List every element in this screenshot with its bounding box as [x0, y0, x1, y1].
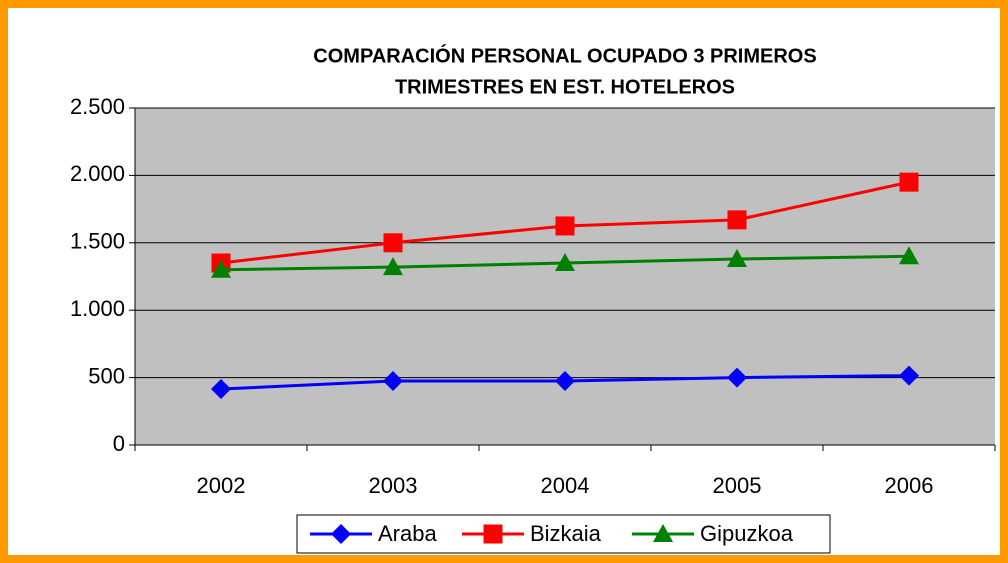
- data-point: [899, 365, 919, 386]
- data-point: [727, 210, 747, 230]
- x-tick-label: 2004: [541, 473, 590, 498]
- y-tick-label: 1.000: [70, 296, 125, 321]
- data-point: [555, 253, 575, 272]
- data-point: [899, 172, 919, 192]
- legend-label: Gipuzkoa: [700, 521, 794, 546]
- legend-marker: [331, 524, 351, 544]
- legend: [296, 514, 831, 554]
- plot-area: [135, 108, 995, 445]
- y-tick-label: 1.500: [70, 229, 125, 254]
- data-point: [727, 367, 747, 388]
- data-point: [383, 233, 403, 253]
- legend-marker: [653, 524, 673, 542]
- chart-title: COMPARACIÓN PERSONAL OCUPADO 3 PRIMEROS: [313, 43, 816, 67]
- chart-title: TRIMESTRES EN EST. HOTELEROS: [395, 76, 735, 98]
- legend-marker: [483, 524, 503, 544]
- x-tick-label: 2003: [369, 473, 418, 498]
- y-tick-label: 2.500: [70, 94, 125, 119]
- x-tick-label: 2005: [713, 473, 762, 498]
- data-point: [211, 379, 231, 400]
- y-tick-label: 500: [88, 363, 125, 388]
- y-tick-label: 2.000: [70, 161, 125, 186]
- y-tick-label: 0: [113, 431, 125, 456]
- data-point: [555, 370, 575, 391]
- data-point: [727, 248, 747, 267]
- data-point: [899, 246, 919, 265]
- legend-label: Bizkaia: [530, 521, 602, 546]
- data-point: [383, 370, 403, 391]
- data-point: [555, 216, 575, 236]
- x-tick-label: 2002: [197, 473, 246, 498]
- legend-label: Araba: [378, 521, 437, 546]
- data-point: [211, 259, 231, 278]
- data-point: [383, 257, 403, 276]
- x-tick-label: 2006: [885, 473, 934, 498]
